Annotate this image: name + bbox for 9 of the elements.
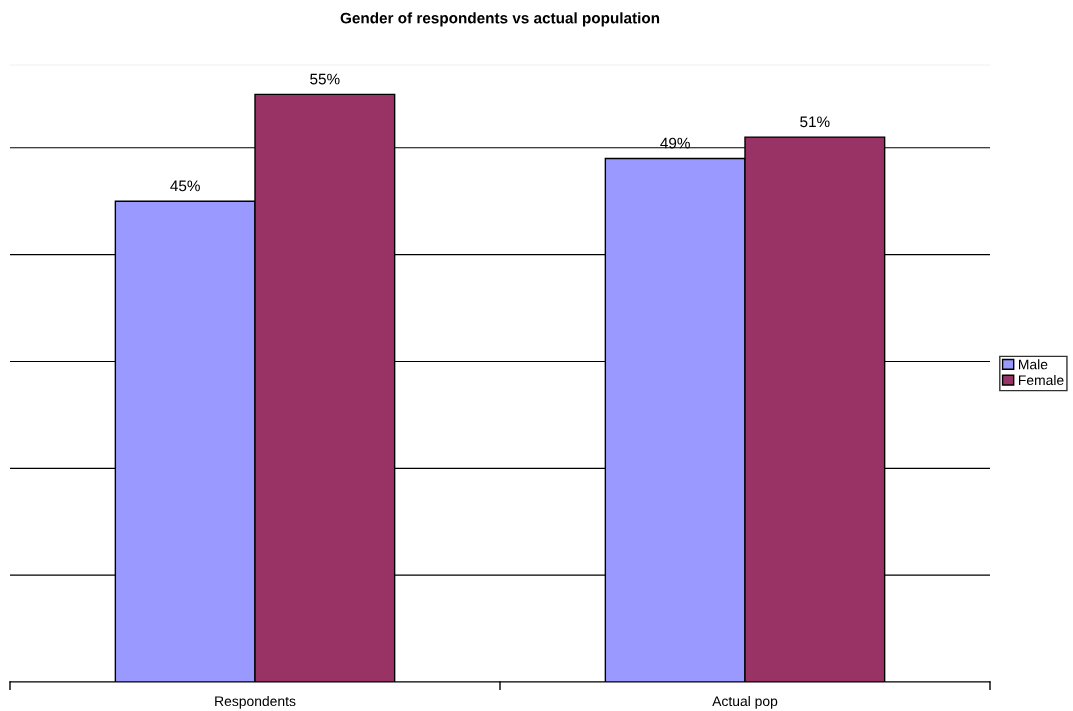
data-label: 45% [170,180,200,192]
chart-title: Gender of respondents vs actual population [340,12,660,27]
data-label: 55% [310,73,340,85]
legend-label: Female [1018,374,1064,386]
legend-label: Male [1018,359,1048,370]
x-tick-label: Respondents [215,695,296,709]
data-label: 51% [800,116,830,128]
x-tick-label: Actual pop [712,695,778,709]
data-label: 49% [660,137,690,149]
